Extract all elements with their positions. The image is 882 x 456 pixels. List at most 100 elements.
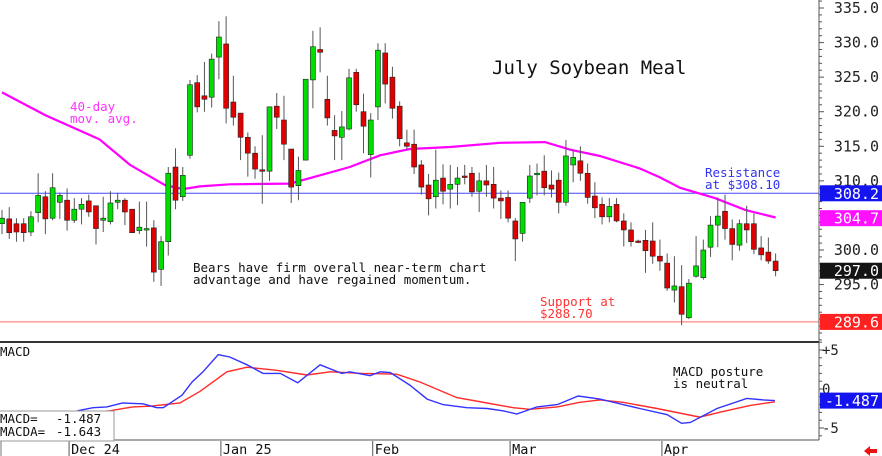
candle [360, 93, 367, 154]
candle-body [78, 204, 85, 210]
date-label: Dec 24 [71, 442, 120, 456]
candle-body [85, 200, 92, 213]
candle-body [129, 208, 135, 234]
candle-body [425, 184, 432, 200]
price-tags: 308.2 304.7 297.0 289.6 -1.487 [820, 185, 882, 410]
candle-body [57, 195, 63, 203]
price-tag-background [820, 210, 882, 227]
candle [57, 192, 63, 219]
candle-body [454, 177, 461, 185]
candle [143, 201, 150, 247]
candle-body [772, 260, 779, 272]
candle [49, 173, 56, 221]
moving-average-layer [1, 91, 776, 219]
candle [751, 213, 757, 255]
candle-body [158, 241, 164, 270]
candle-body [360, 111, 367, 127]
candle-body [324, 98, 331, 119]
macd-signal-line [100, 366, 776, 418]
candle [635, 239, 642, 244]
price-tag-text: -1.487 [825, 392, 879, 410]
candle [432, 149, 439, 209]
price-tag-moving-average: 304.7 [820, 210, 882, 228]
candle [490, 167, 497, 209]
candle-body [49, 187, 56, 219]
candle-body [577, 160, 584, 174]
candle-body [490, 184, 497, 199]
candle-body [714, 215, 721, 226]
candle-body [541, 170, 548, 189]
candle [288, 148, 295, 203]
candle [620, 213, 627, 247]
candle [454, 167, 461, 206]
candle-body [765, 251, 772, 262]
candle [122, 198, 128, 226]
candle [252, 146, 258, 179]
candle [447, 164, 454, 209]
price-tick-label: 295.0 [834, 276, 879, 294]
candle [461, 164, 468, 185]
candle [42, 191, 49, 235]
candle-body [505, 197, 511, 219]
candle [548, 170, 555, 198]
price-tag-text: 297.0 [834, 262, 879, 280]
price-tag-last: 297.0 [820, 262, 882, 280]
candle-body [346, 77, 352, 130]
commentary-line1: Bears have firm overall near-term chart [193, 260, 487, 275]
candle [353, 68, 360, 112]
candle-body [396, 105, 403, 139]
candle-body [114, 199, 121, 203]
candle-body [179, 175, 186, 198]
macda-value-label: MACDA= [0, 424, 45, 439]
candle [237, 112, 244, 161]
candle-body [686, 282, 692, 319]
candle [266, 106, 273, 181]
macd-value-label: MACD= [0, 411, 38, 426]
candle-body [584, 172, 591, 198]
candle-body [245, 136, 251, 154]
candle [519, 201, 526, 242]
candle [642, 229, 649, 273]
candle-body [440, 177, 446, 192]
candle-body [758, 247, 764, 256]
candle [281, 95, 287, 161]
candle [700, 239, 707, 280]
candle [201, 61, 208, 112]
macd-commentary-line2: is neutral [673, 376, 748, 391]
candle-body [563, 155, 569, 203]
candle-body [288, 148, 295, 188]
candle-body [187, 84, 193, 156]
macd-value: -1.487 [56, 411, 101, 426]
candle-body [223, 43, 229, 109]
candle [512, 218, 519, 262]
candle-body [642, 240, 649, 251]
candle [729, 219, 736, 261]
candle [151, 220, 157, 282]
candle-body [613, 204, 620, 222]
candle-body [353, 72, 360, 106]
candle [693, 236, 699, 278]
candle [107, 191, 114, 225]
candle-body [743, 223, 750, 231]
candle [657, 239, 663, 271]
candle-body [657, 255, 663, 262]
candle [20, 218, 27, 242]
price-tag-background [820, 392, 882, 409]
candle [216, 21, 222, 80]
candle [411, 129, 417, 174]
price-tag-text: 304.7 [834, 210, 879, 228]
candle [208, 53, 215, 108]
candle [404, 129, 410, 150]
candle [526, 164, 533, 203]
candle [440, 164, 446, 205]
candle [628, 222, 634, 247]
scroll-left-arrow-icon[interactable] [864, 446, 877, 456]
candle [0, 209, 5, 235]
macda-value: -1.643 [56, 424, 101, 439]
candle [736, 219, 743, 251]
candle-body [208, 58, 215, 98]
date-label: Mar [512, 442, 536, 456]
candle-body [693, 265, 699, 277]
macd-line [77, 353, 775, 425]
